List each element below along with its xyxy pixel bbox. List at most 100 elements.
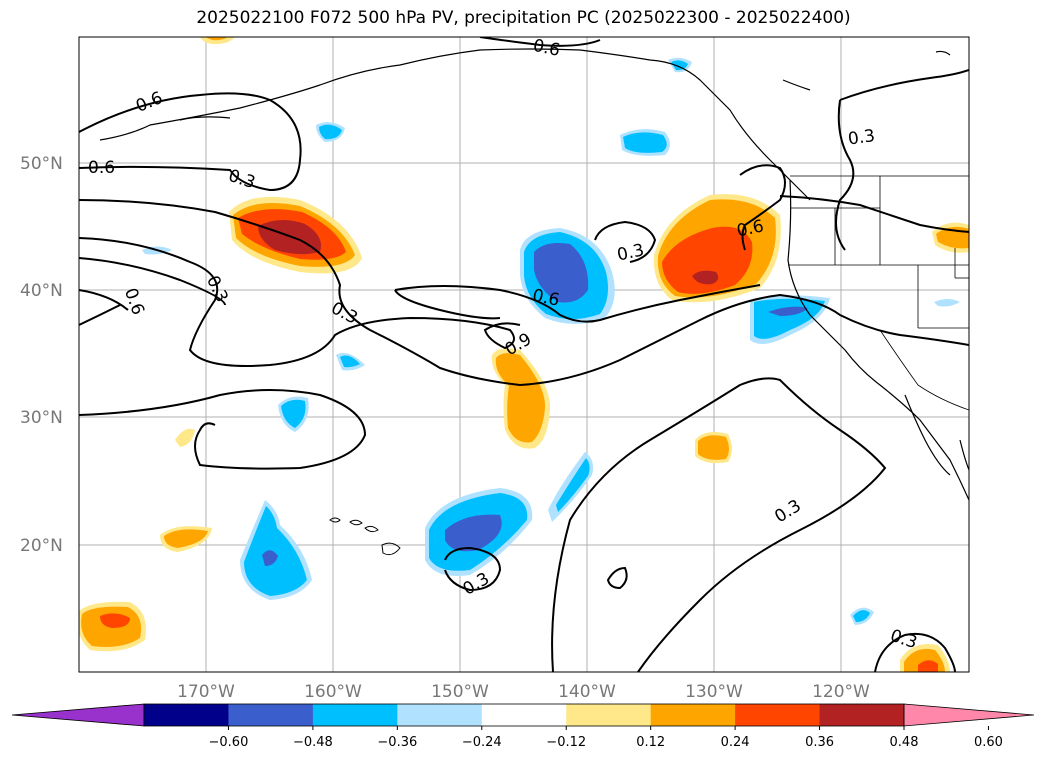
precip-blob [164, 529, 208, 548]
coastline [935, 50, 951, 56]
pv-contour [594, 220, 657, 263]
precip-blob [556, 458, 590, 512]
colorbar-segment [481, 704, 567, 726]
coastlines [99, 48, 969, 501]
contour-label: 0.3 [226, 166, 258, 193]
precip-blob [244, 506, 307, 596]
pv-contour [551, 377, 887, 672]
precip-blob [698, 435, 729, 460]
political-boundaries [788, 175, 969, 411]
pv-contour [394, 284, 761, 323]
longitude-labels: 170°W 160°W 150°W 140°W 130°W 120°W [177, 682, 870, 702]
pv-contour [79, 92, 302, 192]
precip-blob [281, 399, 306, 428]
colorbar-ticks: −0.60 −0.48 −0.36 −0.24 −0.12 0.12 0.24 0.36 0.4… [209, 726, 1003, 750]
lon-label: 120°W [812, 682, 870, 702]
lat-label: 50°N [20, 154, 63, 174]
colorbar-frame [143, 703, 905, 727]
coastline [179, 116, 231, 121]
precip-blob [262, 550, 278, 566]
colorbar-segment [735, 704, 821, 726]
pv-contour [394, 289, 501, 320]
map-area: 0.6 0.6 0.6 0.3 0.3 0.6 0.3 0.3 0.6 0.6 … [79, 36, 969, 672]
pv-contour [874, 632, 956, 672]
pv-contour [79, 289, 129, 311]
precip-blob [200, 37, 235, 45]
precip-blob [918, 660, 938, 672]
precip-blob [754, 298, 825, 339]
coastline [959, 439, 969, 471]
colorbar-tick-label: −0.24 [462, 735, 502, 750]
precip-positive [79, 37, 969, 672]
colorbar-tick-label: −0.12 [546, 735, 586, 750]
colorbar-segment [566, 704, 652, 726]
lon-label: 140°W [558, 682, 616, 702]
precip-blob [495, 353, 546, 443]
pv-contour [835, 99, 855, 251]
pv-contour [779, 195, 969, 233]
colorbar-tick-label: 0.48 [890, 735, 919, 750]
precip-blob [692, 270, 719, 285]
pv-contour [606, 566, 628, 590]
precip-negative [142, 57, 960, 625]
coastline [782, 79, 811, 91]
colorbar-tick-label: −0.60 [209, 735, 249, 750]
colorbar-segment [650, 704, 736, 726]
precip-blob [936, 226, 969, 249]
pv-contour [79, 199, 969, 387]
lat-label: 30°N [20, 408, 63, 428]
colorbar-tick-label: 0.24 [721, 735, 750, 750]
colorbar-segment [144, 704, 229, 726]
colorbar-tick-label: 0.60 [974, 735, 1003, 750]
precip-blob [934, 299, 960, 307]
lat-label: 20°N [20, 536, 63, 556]
precip-blob [340, 355, 360, 368]
contour-label: 0.3 [771, 496, 805, 527]
map-title: 2025022100 F072 500 hPa PV, precipitatio… [196, 8, 851, 28]
colorbar: −0.60 −0.48 −0.36 −0.24 −0.12 0.12 0.24 0.36 0.4… [11, 703, 1035, 750]
colorbar-tick-label: −0.48 [293, 735, 333, 750]
contour-label: 0.3 [847, 126, 877, 150]
latitude-labels: 50°N 40°N 30°N 20°N [20, 154, 63, 556]
pv-contour [79, 389, 367, 470]
pv-contour [79, 257, 226, 306]
pv-contour [739, 164, 786, 251]
precip-blob [100, 613, 130, 628]
map-frame [78, 36, 970, 673]
lon-label: 130°W [685, 682, 743, 702]
lon-label: 150°W [431, 682, 489, 702]
precip-blob [853, 610, 870, 622]
pv-contour [839, 69, 969, 101]
contour-label: 0.6 [133, 88, 166, 117]
pv-contour [479, 37, 601, 47]
coastline [99, 48, 811, 201]
precip-blob [534, 243, 589, 303]
colorbar-segment [819, 704, 905, 726]
precip-blob [319, 124, 342, 140]
pv-contours [79, 37, 969, 672]
lon-label: 170°W [177, 682, 235, 702]
colorbar-segment [312, 704, 398, 726]
coastline [787, 179, 969, 501]
colorbar-extend-left [11, 703, 145, 727]
colorbar-tick-label: 0.36 [805, 735, 834, 750]
contour-label: 0.3 [615, 240, 646, 265]
colorbar-segment [228, 704, 314, 726]
contour-label: 0.6 [531, 36, 562, 61]
pv-contour [79, 237, 521, 367]
lon-label: 160°W [304, 682, 362, 702]
colorbar-segments [144, 704, 905, 726]
precip-blob [671, 60, 688, 71]
precip-blob [445, 514, 502, 552]
lat-label: 40°N [20, 281, 63, 301]
colorbar-tick-label: −0.36 [377, 735, 417, 750]
coastline [904, 394, 951, 476]
contour-label: 0.6 [88, 158, 115, 178]
hawaii-islands [329, 517, 401, 556]
precip-blob [768, 306, 808, 316]
pv-contour [79, 304, 121, 326]
contour-label: 0.3 [202, 273, 232, 306]
precip-blob [175, 428, 195, 447]
colorbar-tick-label: 0.12 [636, 735, 665, 750]
